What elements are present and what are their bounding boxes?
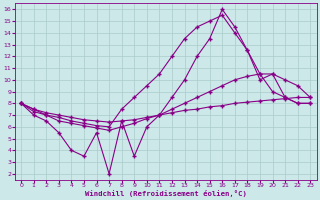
X-axis label: Windchill (Refroidissement éolien,°C): Windchill (Refroidissement éolien,°C) bbox=[85, 190, 247, 197]
